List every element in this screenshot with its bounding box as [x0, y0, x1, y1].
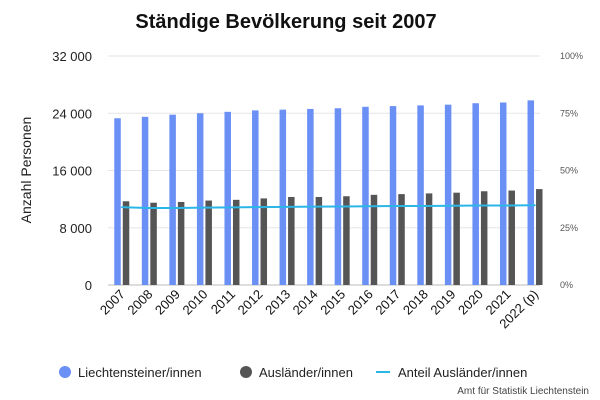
line-point — [313, 205, 316, 208]
line-point — [176, 207, 178, 209]
line-point — [258, 206, 261, 208]
legend-swatch — [240, 366, 252, 378]
x-tick-label: 2009 — [152, 287, 183, 318]
y2-tick-label: 0% — [560, 280, 573, 290]
line-point — [396, 205, 399, 207]
legend: Liechtensteiner/innen Ausländer/innen Ante… — [59, 365, 527, 380]
bar-liechtensteiner — [252, 110, 259, 285]
bar-liechtensteiner — [279, 109, 287, 285]
bar-auslaender — [288, 196, 295, 285]
share-line — [120, 204, 536, 210]
legend-label: Anteil Ausländer/innen — [398, 365, 527, 380]
bar-liechtensteiner — [527, 100, 535, 286]
bar-liechtensteiner — [141, 116, 149, 285]
bars — [114, 100, 543, 286]
x-tick-label: 2012 — [235, 287, 266, 318]
x-tick-label: 2015 — [317, 287, 348, 318]
y-axis-label: Anzahl Personen — [18, 117, 34, 224]
legend-swatch — [59, 366, 71, 378]
line-point — [506, 204, 509, 207]
bar-liechtensteiner — [114, 118, 121, 286]
line-point — [424, 205, 426, 207]
y-tick-label: 32 000 — [52, 49, 92, 64]
source-credit: Amt für Statistik Liechtenstein — [457, 386, 589, 397]
line-point — [451, 204, 454, 207]
bar-auslaender — [370, 194, 378, 285]
legend-label: Ausländer/innen — [259, 365, 353, 380]
x-tick-label: 2019 — [427, 287, 458, 318]
y-axis-right: 0% 25% 50% 75% 100% — [560, 51, 583, 290]
line-anteil — [121, 204, 536, 210]
y2-tick-label: 100% — [560, 51, 583, 61]
line-point — [231, 206, 233, 209]
bar-auslaender — [536, 189, 543, 285]
bar-auslaender — [232, 199, 240, 285]
bar-liechtensteiner — [417, 105, 424, 285]
y-tick-label: 0 — [85, 278, 92, 293]
x-tick-label: 2013 — [262, 287, 293, 318]
bar-auslaender — [260, 198, 268, 285]
bar-liechtensteiner — [472, 103, 479, 285]
bar-auslaender — [453, 192, 460, 285]
bar-auslaender — [177, 201, 185, 285]
bar-liechtensteiner — [196, 113, 204, 285]
line-point — [286, 206, 288, 208]
bar-liechtensteiner — [389, 106, 397, 285]
x-tick-label: 2007 — [97, 287, 128, 318]
line-point — [479, 204, 481, 207]
bar-liechtensteiner — [362, 106, 369, 285]
x-tick-label: 2020 — [455, 287, 486, 318]
x-tick-label: 2010 — [179, 287, 210, 318]
bar-auslaender — [122, 201, 130, 285]
bar-liechtensteiner — [224, 111, 231, 285]
line-point — [368, 205, 371, 208]
line-point — [148, 207, 151, 209]
chart-title: Ständige Bevölkerung seit 2007 — [135, 11, 436, 33]
x-tick-label: 2017 — [372, 287, 403, 318]
bar-auslaender — [343, 196, 350, 285]
bar-liechtensteiner — [307, 108, 314, 285]
y-tick-label: 24 000 — [52, 106, 92, 121]
legend-label: Liechtensteiner/innen — [78, 365, 202, 380]
y2-tick-label: 75% — [560, 108, 578, 118]
line-point — [341, 205, 343, 208]
bar-auslaender — [205, 200, 212, 285]
x-tick-label: 2014 — [290, 287, 321, 318]
x-tick-label: 2008 — [124, 287, 155, 318]
bar-liechtensteiner — [334, 108, 342, 285]
bar-auslaender — [425, 193, 433, 285]
y-axis-left: 0 8 000 16 000 24 000 32 000 — [52, 49, 92, 293]
line-point — [534, 204, 536, 207]
bar-liechtensteiner — [169, 114, 176, 286]
bar-auslaender — [398, 194, 405, 285]
x-tick-label: 2018 — [400, 287, 431, 318]
x-tick-label: 2011 — [208, 287, 238, 317]
y2-tick-label: 50% — [560, 166, 578, 176]
bar-auslaender — [150, 202, 157, 285]
bar-liechtensteiner — [499, 102, 507, 285]
bar-liechtensteiner — [444, 104, 452, 285]
x-axis: 2007200820092010201120122013201420152016… — [97, 287, 541, 332]
line-point — [120, 206, 123, 208]
line-point — [203, 206, 206, 209]
bar-auslaender — [508, 190, 515, 285]
bar-auslaender — [480, 191, 488, 285]
y-tick-label: 16 000 — [52, 164, 92, 179]
y-tick-label: 8 000 — [59, 221, 92, 236]
bar-auslaender — [315, 196, 323, 285]
x-tick-label: 2016 — [345, 287, 376, 318]
y2-tick-label: 25% — [560, 223, 578, 233]
